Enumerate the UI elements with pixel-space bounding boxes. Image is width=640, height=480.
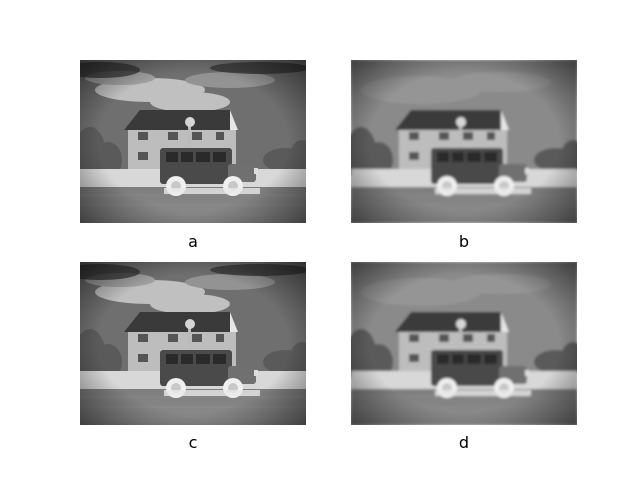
caption-d: d bbox=[458, 433, 470, 452]
caption-a: a bbox=[188, 232, 198, 251]
thermal-image-panel-a bbox=[80, 60, 306, 223]
thermal-image-panel-d bbox=[351, 262, 577, 425]
thermal-image-panel-c bbox=[80, 262, 306, 425]
thermal-image-panel-b bbox=[351, 60, 577, 223]
caption-c: c bbox=[188, 433, 198, 452]
caption-b: b bbox=[458, 232, 470, 251]
